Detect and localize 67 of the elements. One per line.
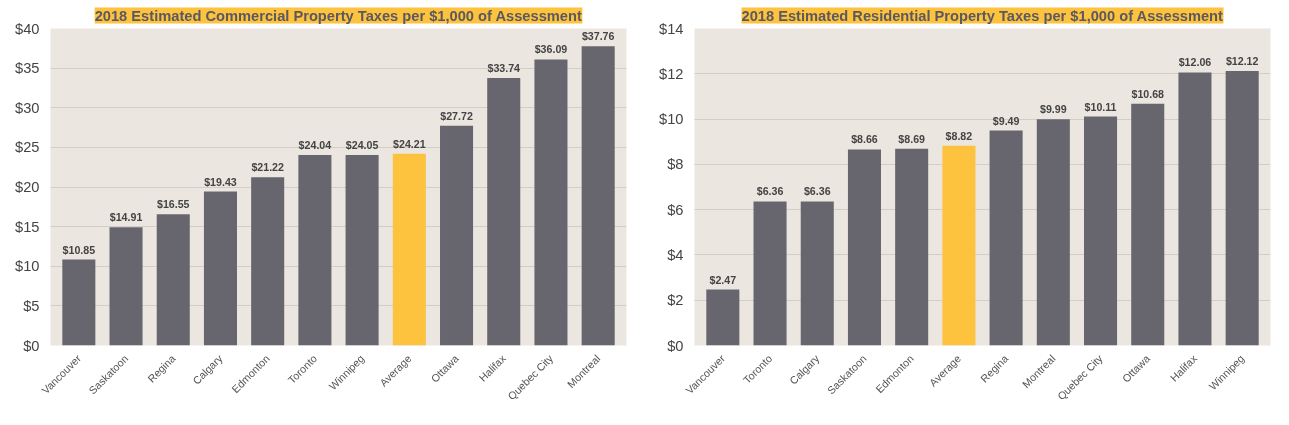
- data-label: $16.55: [156, 198, 190, 211]
- bar: [440, 125, 474, 346]
- bar: [1225, 71, 1259, 346]
- y-tick-label: $8: [667, 156, 684, 173]
- bar: [989, 130, 1023, 346]
- bar: [847, 149, 881, 346]
- bar: [1036, 119, 1070, 346]
- bar: [1084, 116, 1118, 346]
- bar: [942, 145, 976, 346]
- y-tick-label: $0: [667, 337, 684, 354]
- bar: [251, 177, 285, 346]
- chart-title: 2018 Estimated Commercial Property Taxes per $1,000 of Assessment: [94, 7, 582, 24]
- bar: [203, 191, 237, 346]
- data-label: $24.21: [393, 137, 426, 150]
- data-label: $9.49: [992, 114, 1020, 127]
- data-label: $12.12: [1225, 55, 1259, 68]
- bar: [345, 154, 379, 346]
- data-label: $8.66: [851, 133, 878, 146]
- data-label: $14.91: [109, 211, 143, 224]
- bar: [298, 154, 332, 346]
- bar: [895, 148, 929, 346]
- y-tick-label: $15: [15, 218, 40, 235]
- y-tick-label: $10: [659, 111, 684, 128]
- bar: [800, 201, 834, 346]
- bar: [581, 46, 615, 346]
- chart-title: 2018 Estimated Residential Property Taxes per $1,000 of Assessment: [741, 7, 1224, 24]
- y-tick-label: $0: [23, 337, 40, 354]
- data-label: $2.47: [709, 273, 737, 286]
- y-tick-label: $4: [667, 246, 684, 263]
- data-label: $10.11: [1084, 100, 1117, 113]
- y-tick-label: $40: [15, 20, 40, 37]
- data-label: $8.69: [898, 132, 926, 145]
- bar: [534, 59, 568, 346]
- y-tick-label: $20: [15, 179, 40, 195]
- data-label: $33.74: [487, 62, 521, 75]
- data-label: $6.36: [803, 185, 831, 198]
- data-label: $24.04: [298, 138, 332, 151]
- data-label: $21.22: [251, 161, 285, 174]
- data-label: $6.36: [756, 185, 784, 198]
- data-label: $8.82: [945, 129, 973, 142]
- data-label: $24.05: [345, 138, 379, 151]
- bar: [487, 78, 521, 346]
- y-tick-label: $2: [667, 292, 684, 309]
- y-tick-label: $5: [23, 297, 40, 314]
- bar: [1178, 72, 1212, 346]
- y-tick-label: $6: [667, 201, 684, 218]
- bar: [706, 289, 740, 346]
- data-label: $36.09: [534, 43, 568, 56]
- y-tick-label: $12: [659, 65, 684, 82]
- data-label: $12.06: [1178, 56, 1212, 69]
- bar: [62, 259, 96, 346]
- y-tick-label: $10: [15, 258, 40, 275]
- bar: [156, 214, 190, 346]
- y-tick-label: $14: [659, 20, 684, 37]
- y-tick-label: $35: [15, 60, 40, 77]
- y-tick-label: $25: [15, 139, 40, 156]
- bar: [109, 227, 143, 346]
- bar: [1131, 103, 1165, 346]
- data-label: $9.99: [1039, 103, 1067, 116]
- data-label: $37.76: [581, 30, 615, 43]
- data-label: $10.68: [1131, 87, 1165, 100]
- data-label: $10.85: [62, 243, 96, 256]
- data-label: $27.72: [440, 109, 473, 122]
- bar: [392, 153, 426, 346]
- data-label: $19.43: [204, 175, 237, 188]
- bar: [753, 201, 787, 346]
- y-tick-label: $30: [15, 99, 40, 116]
